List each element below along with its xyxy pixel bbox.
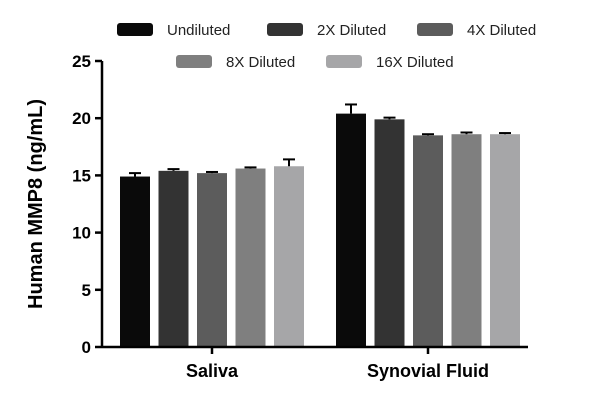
y-axis: 0 5 10 15 20 25 <box>72 52 104 357</box>
legend-label: 2X Diluted <box>317 22 386 39</box>
legend-swatch <box>417 23 453 36</box>
bar <box>451 134 482 347</box>
legend-label: 16X Diluted <box>376 54 454 71</box>
y-axis-title: Human MMP8 (ng/mL) <box>25 99 47 309</box>
x-tick-label: Saliva <box>186 361 239 381</box>
bar <box>413 135 443 347</box>
x-axis: Saliva Synovial Fluid <box>102 345 528 381</box>
legend-swatch <box>117 23 153 36</box>
y-tick-label: 25 <box>72 52 91 71</box>
legend-label: 4X Diluted <box>467 22 536 39</box>
bar <box>235 168 266 347</box>
y-tick-label: 20 <box>72 109 91 128</box>
bar <box>274 166 304 347</box>
x-tick-label: Synovial Fluid <box>367 361 489 381</box>
bar <box>158 170 189 347</box>
legend-label: Undiluted <box>167 22 230 39</box>
legend-swatch <box>176 55 212 68</box>
bar <box>490 134 520 347</box>
bar <box>374 119 405 348</box>
legend-swatch <box>267 23 303 36</box>
bars <box>120 103 520 348</box>
bar <box>336 113 366 348</box>
legend: Undiluted 2X Diluted 4X Diluted 8X Diluted 1… <box>117 22 536 71</box>
y-tick-label: 5 <box>82 281 91 300</box>
y-tick-label: 0 <box>82 338 91 357</box>
bar <box>197 173 227 347</box>
y-tick-label: 15 <box>72 166 91 185</box>
legend-swatch <box>326 55 362 68</box>
bar <box>120 176 150 347</box>
legend-label: 8X Diluted <box>226 54 295 71</box>
y-tick-label: 10 <box>72 224 91 243</box>
